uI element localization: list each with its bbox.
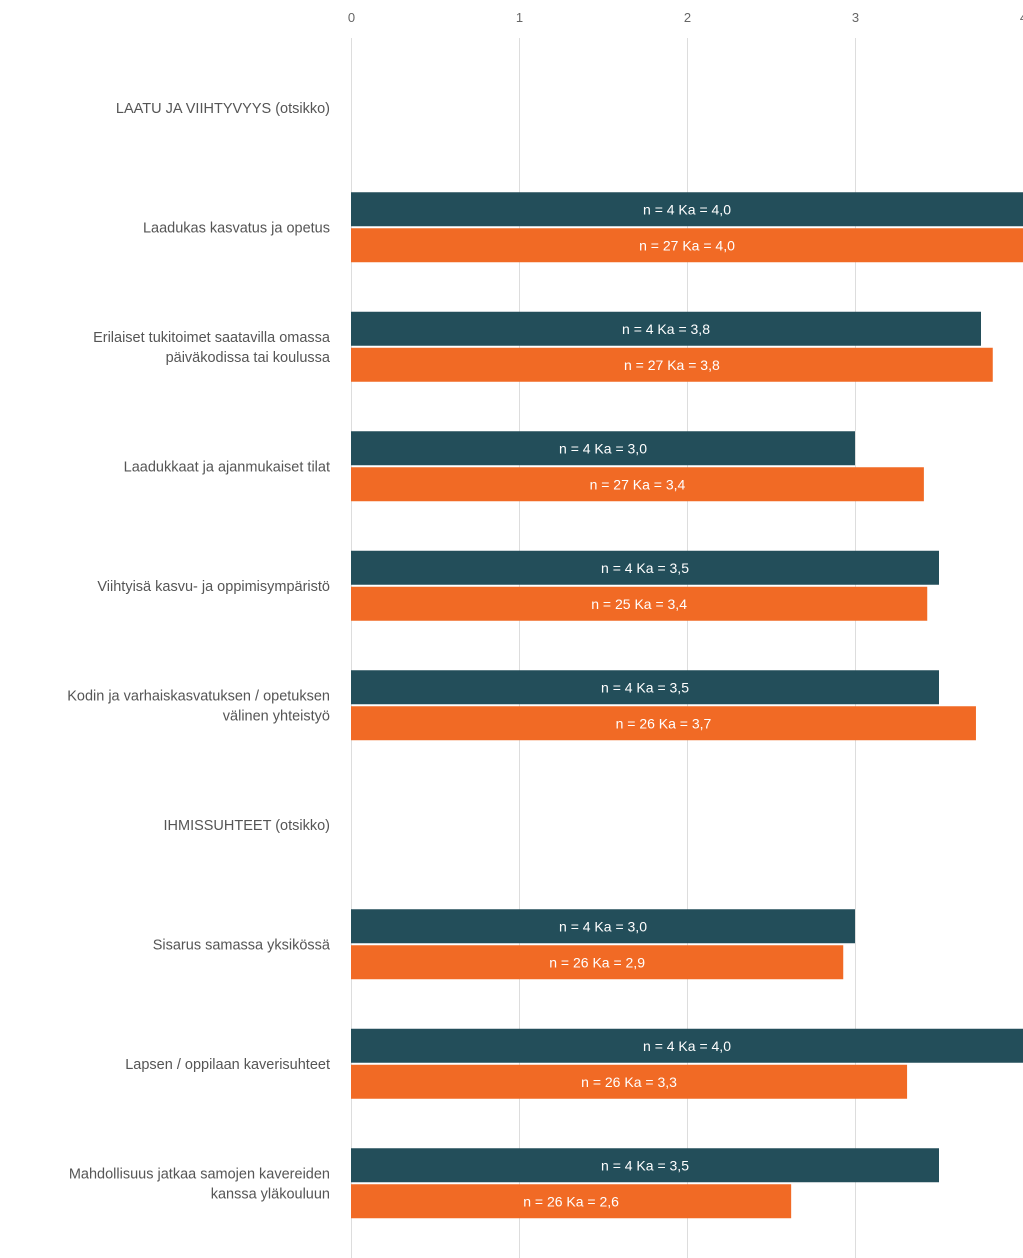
bar [351, 909, 855, 944]
x-tick-label: 2 [684, 10, 691, 25]
bar-value-label: n = 4 Ka = 3,0 [559, 440, 647, 456]
bar [351, 706, 976, 741]
category-label: LAATU JA VIIHTYVYYS (otsikko) [116, 101, 330, 117]
bar-value-label: n = 4 Ka = 4,0 [643, 201, 731, 217]
bar-value-label: n = 25 Ka = 3,4 [591, 596, 687, 612]
x-tick-label: 3 [852, 10, 859, 25]
x-tick-label: 1 [516, 10, 523, 25]
category-label: Laadukkaat ja ajanmukaiset tilat [124, 459, 330, 475]
bar-value-label: n = 27 Ka = 3,4 [590, 476, 686, 492]
bar [351, 467, 924, 502]
bar-value-label: n = 26 Ka = 3,7 [616, 715, 712, 731]
category-label: Laadukas kasvatus ja opetus [143, 220, 330, 236]
x-tick-label: 4 [1020, 10, 1023, 25]
category-label: Sisarus samassa yksikössä [153, 937, 331, 953]
bar [351, 431, 855, 466]
bar-value-label: n = 4 Ka = 3,8 [622, 321, 710, 337]
category-label: Kodin ja varhaiskasvatuksen / opetuksen [67, 688, 330, 704]
category-label: Mahdollisuus jatkaa samojen kavereiden [69, 1166, 330, 1182]
bar-value-label: n = 26 Ka = 2,9 [549, 954, 645, 970]
bar-value-label: n = 27 Ka = 4,0 [639, 237, 735, 253]
bar [351, 347, 993, 382]
bar [351, 1028, 1023, 1063]
bar-value-label: n = 4 Ka = 4,0 [643, 1038, 731, 1054]
bar-value-label: n = 4 Ka = 3,5 [601, 560, 689, 576]
bar [351, 228, 1023, 263]
bar-value-label: n = 27 Ka = 3,8 [624, 357, 720, 373]
category-label: päiväkodissa tai koulussa [166, 350, 331, 366]
bar [351, 192, 1023, 227]
category-label: välinen yhteistyö [223, 708, 330, 724]
category-label: Erilaiset tukitoimet saatavilla omassa [93, 330, 331, 346]
bar-value-label: n = 4 Ka = 3,5 [601, 679, 689, 695]
category-label: kanssa yläkouluun [211, 1186, 330, 1202]
bar [351, 1184, 792, 1219]
bar [351, 1148, 939, 1183]
bar [351, 586, 928, 621]
bar [351, 670, 939, 705]
category-label: Viihtyisä kasvu- ja oppimisympäristö [97, 579, 330, 595]
x-tick-label: 0 [348, 10, 355, 25]
bar [351, 550, 939, 585]
bars: n = 4 Ka = 4,0 n = 27 Ka = 4,0 n = 4 Ka = … [351, 192, 1023, 1219]
x-axis-ticks: 0 1 2 3 4 [348, 10, 1023, 25]
bar-value-label: n = 26 Ka = 3,3 [581, 1074, 677, 1090]
category-label: IHMISSUHTEET (otsikko) [163, 818, 330, 834]
bar-value-label: n = 26 Ka = 2,6 [523, 1193, 619, 1209]
category-label: Lapsen / oppilaan kaverisuhteet [125, 1057, 330, 1073]
bar [351, 945, 844, 980]
bar [351, 1064, 908, 1099]
category-labels: LAATU JA VIIHTYVYYS (otsikko) Laadukas ka… [67, 101, 331, 1203]
bar-value-label: n = 4 Ka = 3,0 [559, 918, 647, 934]
bar [351, 311, 981, 346]
bar-value-label: n = 4 Ka = 3,5 [601, 1157, 689, 1173]
